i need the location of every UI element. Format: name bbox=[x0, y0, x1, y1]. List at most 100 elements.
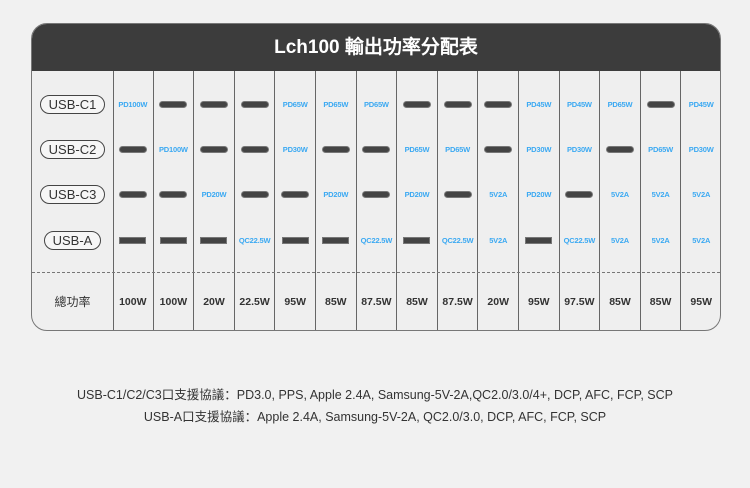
scenario-column: PD45W PD30W QC22.5W 97.5W bbox=[560, 71, 601, 330]
total-power-value: 95W bbox=[690, 296, 712, 308]
usb-c-protocols-note: USB-C1/C2/C3口支援協議：PD3.0, PPS, Apple 2.4A… bbox=[77, 388, 673, 402]
output-value: PD20W bbox=[201, 190, 227, 199]
scenario-column: QC22.5W 22.5W bbox=[235, 71, 276, 330]
port-cell bbox=[275, 231, 315, 251]
output-value: QC22.5W bbox=[238, 236, 271, 245]
port-cell bbox=[154, 95, 194, 115]
usb-c-port-icon bbox=[402, 101, 431, 109]
port-label: USB-A bbox=[32, 231, 113, 251]
port-cell bbox=[235, 185, 275, 205]
total-power-value: 22.5W bbox=[239, 296, 270, 308]
usb-c-port-icon bbox=[199, 101, 228, 109]
usb-c-port-icon bbox=[240, 191, 269, 199]
scenario-column: PD65W QC22.5W 87.5W bbox=[438, 71, 479, 330]
output-value: 5V2A bbox=[651, 236, 670, 245]
output-value: PD20W bbox=[323, 190, 349, 199]
usb-c-port-icon bbox=[646, 101, 675, 109]
usb-c-port-icon bbox=[281, 191, 310, 199]
port-label-column: USB-C1 USB-C2 USB-C3 USB-A 總功率 bbox=[32, 71, 114, 330]
port-cell bbox=[600, 140, 640, 160]
port-label: USB-C1 bbox=[32, 95, 113, 115]
usb-a-port-icon bbox=[403, 237, 431, 245]
scenario-column: PD20W 20W bbox=[194, 71, 235, 330]
port-cell bbox=[154, 231, 194, 251]
output-value: PD100W bbox=[118, 100, 148, 109]
port-label: USB-C2 bbox=[32, 140, 113, 160]
output-value: PD65W bbox=[323, 100, 349, 109]
total-power-value: 100W bbox=[159, 296, 188, 308]
scenario-column: 5V2A 5V2A 20W bbox=[478, 71, 519, 330]
scenario-column: PD65W 5V2A 5V2A 85W bbox=[641, 71, 682, 330]
usb-a-port-icon bbox=[200, 237, 228, 245]
port-cell bbox=[194, 140, 234, 160]
scenario-column: PD65W QC22.5W 87.5W bbox=[357, 71, 398, 330]
port-cell bbox=[235, 95, 275, 115]
output-value: PD45W bbox=[688, 100, 714, 109]
port-cell bbox=[478, 95, 518, 115]
output-value: QC22.5W bbox=[563, 236, 596, 245]
usb-c-port-icon bbox=[565, 191, 594, 199]
usb-a-port-icon bbox=[281, 237, 309, 245]
port-label-pill: USB-C2 bbox=[39, 140, 106, 159]
output-value: PD30W bbox=[526, 145, 552, 154]
total-power-value: 97.5W bbox=[564, 296, 595, 308]
port-cell bbox=[235, 140, 275, 160]
port-cell bbox=[438, 95, 478, 115]
output-value: 5V2A bbox=[692, 190, 711, 199]
output-value: 5V2A bbox=[489, 236, 508, 245]
usb-c-port-icon bbox=[159, 191, 188, 199]
total-power-value: 85W bbox=[609, 296, 631, 308]
usb-c-port-icon bbox=[443, 101, 472, 109]
usb-c-port-icon bbox=[484, 146, 513, 154]
output-value: PD65W bbox=[363, 100, 389, 109]
output-value: PD20W bbox=[526, 190, 552, 199]
output-value: QC22.5W bbox=[441, 236, 474, 245]
output-value: PD45W bbox=[526, 100, 552, 109]
port-cell bbox=[438, 185, 478, 205]
usb-c-port-icon bbox=[362, 146, 391, 154]
output-value: PD65W bbox=[404, 145, 430, 154]
usb-c-port-icon bbox=[118, 146, 147, 154]
output-value: PD30W bbox=[688, 145, 714, 154]
total-power-value: 87.5W bbox=[361, 296, 392, 308]
scenario-column: PD65W PD20W 85W bbox=[397, 71, 438, 330]
port-label: USB-C3 bbox=[32, 185, 113, 205]
output-value: PD30W bbox=[566, 145, 592, 154]
output-value: PD100W bbox=[158, 145, 188, 154]
usb-c-port-icon bbox=[118, 191, 147, 199]
port-cell bbox=[397, 231, 437, 251]
output-value: 5V2A bbox=[611, 190, 629, 199]
usb-c-port-icon bbox=[605, 146, 634, 154]
usb-c-port-icon bbox=[240, 146, 269, 154]
usb-c-port-icon bbox=[321, 146, 350, 154]
dashed-divider bbox=[32, 272, 720, 273]
usb-a-port-icon bbox=[159, 237, 187, 245]
usb-c-port-icon bbox=[240, 101, 269, 109]
usb-a-port-icon bbox=[525, 237, 553, 245]
port-cell bbox=[519, 231, 559, 251]
output-value: 5V2A bbox=[692, 236, 711, 245]
total-power-label: 總功率 bbox=[54, 295, 91, 309]
port-cell bbox=[194, 231, 234, 251]
scenario-column: PD100W 100W bbox=[154, 71, 195, 330]
port-cell bbox=[113, 140, 153, 160]
port-cell bbox=[113, 231, 153, 251]
port-cell bbox=[194, 95, 234, 115]
total-power-value: 95W bbox=[284, 296, 306, 308]
total-power-value: 85W bbox=[406, 296, 428, 308]
output-value: PD65W bbox=[607, 100, 633, 109]
scenario-column: PD45W PD30W 5V2A 5V2A 95W bbox=[681, 71, 720, 330]
output-value: PD65W bbox=[282, 100, 308, 109]
port-label-pill: USB-C1 bbox=[39, 95, 106, 114]
output-value: PD45W bbox=[566, 100, 592, 109]
usb-c-port-icon bbox=[362, 191, 391, 199]
port-cell bbox=[357, 140, 397, 160]
usb-c-port-icon bbox=[484, 101, 513, 109]
port-cell bbox=[316, 231, 356, 251]
table-title: Lch100 輸出功率分配表 bbox=[32, 24, 720, 71]
power-distribution-table: Lch100 輸出功率分配表 USB-C1 USB-C2 USB-C3 USB-A 總功… bbox=[31, 23, 721, 331]
scenario-column: PD100W 100W bbox=[113, 71, 154, 330]
total-power-value: 95W bbox=[528, 296, 550, 308]
port-cell bbox=[154, 185, 194, 205]
port-cell bbox=[113, 185, 153, 205]
